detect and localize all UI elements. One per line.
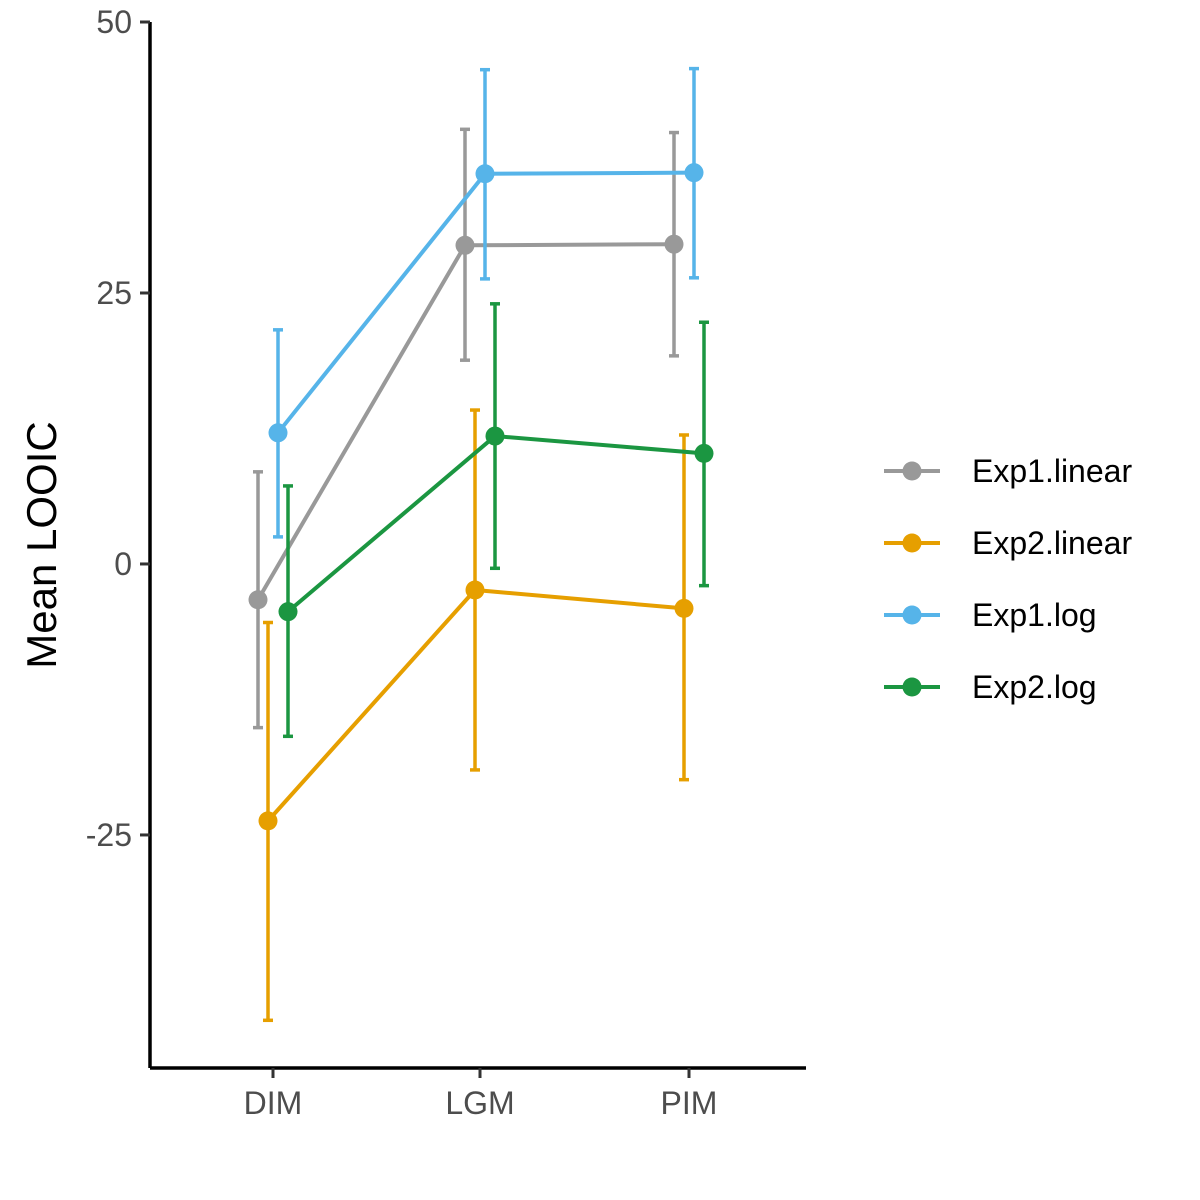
data-point: [674, 598, 694, 618]
plot-area: [248, 66, 714, 1023]
data-point: [258, 811, 278, 831]
legend-key-point: [902, 677, 922, 697]
series-exp2-log: [278, 302, 714, 739]
data-point: [465, 580, 485, 600]
legend-item: Exp1.linear: [884, 453, 1132, 489]
x-tick-label: DIM: [244, 1085, 303, 1121]
legend-label: Exp1.linear: [972, 453, 1132, 489]
series-exp2-linear: [258, 408, 694, 1023]
legend-key-point: [902, 533, 922, 553]
data-point: [475, 164, 495, 184]
data-point: [248, 590, 268, 610]
y-tick-label: 25: [96, 275, 132, 311]
legend-key-point: [902, 605, 922, 625]
data-point: [278, 602, 298, 622]
legend-item: Exp1.log: [884, 597, 1097, 633]
series-exp1-log: [268, 66, 704, 539]
data-point: [268, 423, 288, 443]
data-point: [664, 234, 684, 254]
axes: -25 0 25 50 DIM LGM PIM Mean LOOIC: [18, 4, 806, 1121]
legend-item: Exp2.log: [884, 669, 1097, 705]
legend-label: Exp2.log: [972, 669, 1097, 705]
legend-label: Exp1.log: [972, 597, 1097, 633]
y-tick-label: 0: [114, 546, 132, 582]
y-tick-label: -25: [86, 817, 132, 853]
data-point: [694, 443, 714, 463]
legend-item: Exp2.linear: [884, 525, 1132, 561]
data-point: [455, 235, 475, 255]
y-axis-title: Mean LOOIC: [18, 421, 65, 668]
legend: Exp1.linear Exp2.linear Exp1.log Exp2.log: [884, 453, 1132, 705]
x-tick-label: LGM: [445, 1085, 514, 1121]
y-tick-label: 50: [96, 4, 132, 40]
x-tick-label: PIM: [661, 1085, 718, 1121]
series-exp1-linear: [248, 127, 684, 730]
data-point: [485, 426, 505, 446]
legend-label: Exp2.linear: [972, 525, 1132, 561]
legend-key-point: [902, 461, 922, 481]
data-point: [684, 163, 704, 183]
